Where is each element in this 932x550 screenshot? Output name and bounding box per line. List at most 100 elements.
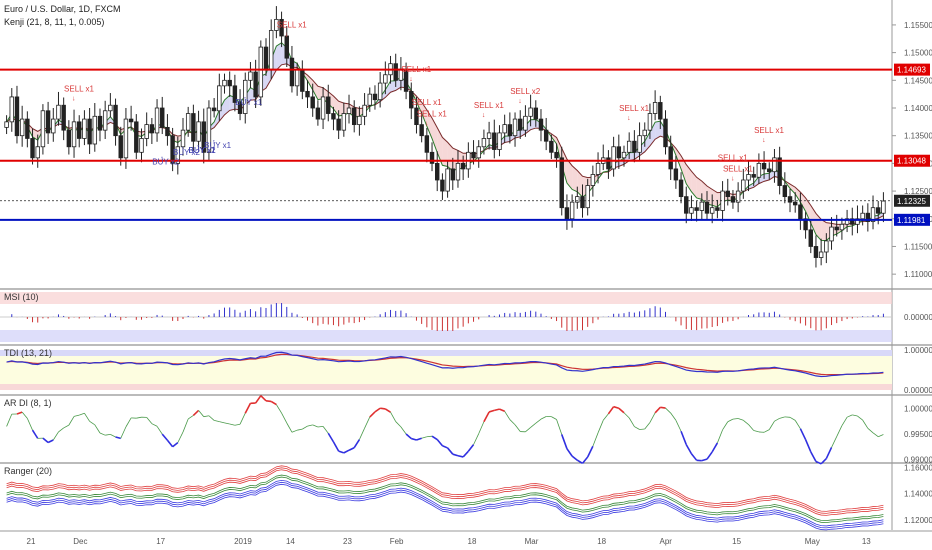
candle-body	[305, 90, 310, 98]
time-tick-label: 13	[862, 537, 871, 546]
candle-body	[741, 179, 746, 192]
candle	[528, 94, 533, 127]
candle-body	[336, 118, 341, 131]
candle	[362, 93, 367, 126]
ranger-band-line	[6, 469, 884, 516]
candle	[881, 192, 886, 223]
candle-body	[118, 135, 123, 159]
ardi-segment	[743, 419, 749, 425]
candle	[25, 111, 30, 148]
ardi-segment	[675, 420, 682, 432]
ardi-segment	[862, 419, 869, 429]
ardi-segment	[878, 434, 884, 438]
ardi-segment	[794, 420, 801, 429]
candle-body	[82, 118, 87, 139]
candle	[626, 132, 632, 159]
ardi-segment	[21, 411, 28, 419]
candle-body	[486, 132, 492, 139]
ardi-segment	[343, 449, 350, 454]
candle	[761, 151, 767, 179]
candle-body	[351, 107, 357, 126]
tdi-title: TDI (13, 21)	[4, 348, 52, 358]
candle-body	[767, 168, 772, 173]
sell-signal-label: SELL x1	[754, 126, 784, 135]
ardi-segment	[442, 445, 448, 449]
ardi-segment	[872, 432, 879, 438]
candle	[741, 168, 746, 199]
candle	[772, 148, 777, 183]
candle-body	[751, 174, 756, 178]
tdi-mid-zone	[0, 356, 892, 384]
ardi-segment	[665, 407, 671, 414]
candle-body	[606, 157, 611, 170]
candle	[730, 189, 736, 209]
ranger-tick-label: 1.16000	[904, 463, 932, 472]
ardi-segment	[467, 444, 475, 452]
ardi-segment	[613, 405, 620, 410]
candle-body	[829, 226, 834, 242]
sell-arrow-icon: ↓	[409, 76, 413, 83]
candle	[128, 105, 134, 131]
candle	[502, 114, 507, 143]
candle	[160, 96, 165, 135]
ardi-segment	[852, 414, 858, 417]
candle	[102, 100, 108, 140]
candle-body	[211, 107, 217, 112]
ardi-segment	[6, 413, 13, 427]
kenji-band-segment	[442, 137, 448, 167]
candle-body	[730, 196, 736, 203]
candle	[564, 194, 570, 230]
ardi-segment	[654, 406, 661, 414]
candle-body	[92, 115, 98, 145]
candle	[14, 85, 20, 144]
candle	[559, 146, 564, 216]
candle	[839, 217, 845, 240]
candle-body	[201, 121, 206, 153]
buy-arrow-icon: ↑	[160, 155, 164, 162]
ardi-segment	[597, 420, 604, 433]
ardi-segment	[494, 408, 500, 412]
kenji-band-segment	[821, 219, 827, 241]
candle-body	[746, 174, 751, 181]
candle	[767, 162, 772, 180]
ardi-segment	[84, 412, 90, 422]
candle	[424, 127, 430, 163]
ardi-segment	[115, 436, 121, 440]
kenji-band-segment	[504, 135, 510, 143]
ranger-band-line	[6, 483, 884, 531]
candle	[118, 126, 123, 166]
buy-arrow-icon: ↑	[212, 139, 216, 146]
ardi-segment	[483, 411, 490, 423]
candle-body	[40, 110, 46, 148]
ardi-segment	[359, 428, 365, 440]
candle	[455, 150, 461, 188]
buy-arrow-icon: ↑	[181, 146, 185, 153]
ardi-segment	[649, 412, 656, 423]
candle-body	[668, 146, 673, 170]
candle	[756, 153, 762, 184]
ardi-segment	[136, 416, 142, 419]
ardi-segment	[586, 445, 594, 458]
ardi-segment	[307, 424, 313, 427]
ardi-segment	[628, 417, 635, 427]
ardi-segment	[560, 434, 568, 449]
candle-body	[590, 174, 596, 186]
ardi-segment	[499, 408, 505, 413]
candle	[248, 62, 253, 89]
ardi-segment	[58, 427, 64, 433]
candle-body	[128, 118, 134, 123]
candle	[735, 182, 741, 213]
time-tick-label: Mar	[525, 537, 539, 546]
candle	[486, 121, 492, 150]
candle-body	[626, 140, 632, 153]
candle	[40, 104, 46, 155]
candle	[663, 110, 668, 155]
candle	[191, 104, 196, 152]
candle	[284, 26, 289, 68]
candle-body	[652, 102, 658, 114]
candle	[616, 134, 622, 169]
sell-signal-label: SELL x1	[474, 101, 504, 110]
candle-body	[497, 132, 502, 150]
kenji-band-segment	[530, 119, 536, 130]
